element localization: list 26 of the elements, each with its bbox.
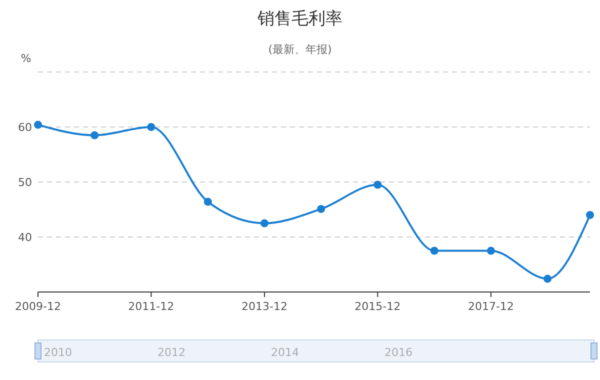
point	[204, 198, 212, 206]
x-tick-label: 2013-12	[241, 300, 288, 313]
point	[430, 246, 438, 255]
point	[586, 211, 594, 219]
y-axis-title: %	[20, 52, 32, 65]
text: 2016	[384, 346, 412, 359]
point	[147, 123, 156, 131]
x-tick-label: 2009-12	[15, 300, 61, 313]
point	[260, 219, 268, 228]
point	[317, 204, 326, 213]
y-tick-label: 60	[18, 121, 32, 134]
x-tick-label: 2015-12	[354, 300, 401, 313]
y-tick-label: 40	[18, 231, 32, 244]
point	[34, 120, 42, 129]
y-tick-label: 50	[18, 176, 32, 189]
text: 2010	[44, 346, 72, 359]
x-tick-label: 2017-12	[468, 300, 514, 313]
chart-subtitle: (最新、年报)	[268, 43, 332, 56]
text: 2014	[271, 346, 299, 359]
point	[90, 131, 99, 140]
x-tick-label: 2011-12	[128, 300, 174, 313]
chart-title: 销售毛利率	[256, 9, 342, 29]
point	[544, 274, 552, 283]
point	[374, 180, 382, 189]
text: 2012	[158, 346, 186, 359]
point	[486, 246, 495, 255]
